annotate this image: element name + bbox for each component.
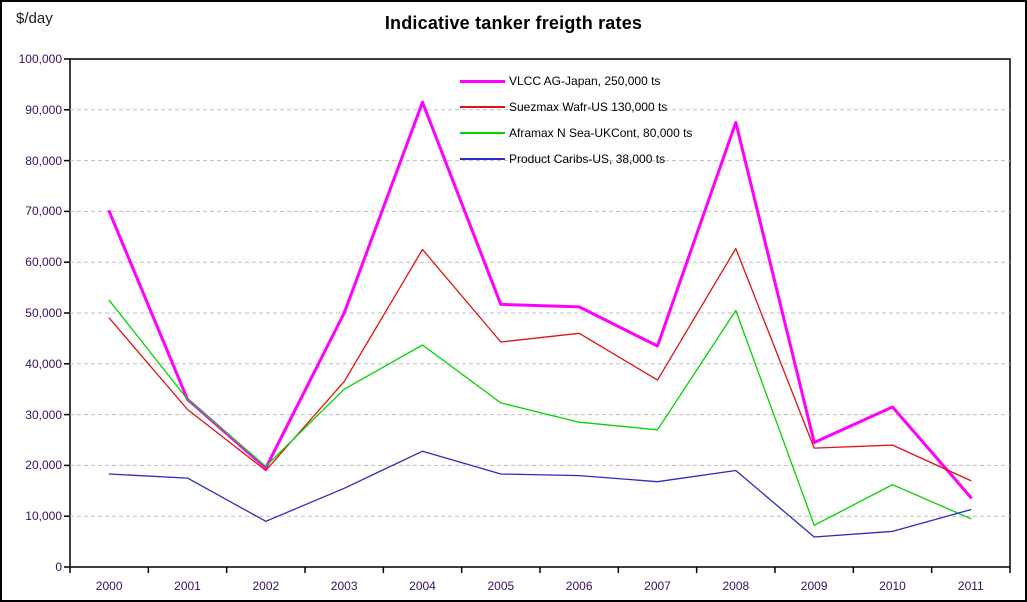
x-axis-tick-label: 2004 xyxy=(409,579,436,593)
x-axis-tick-label: 2002 xyxy=(252,579,280,593)
y-axis-tick-label: 20,000 xyxy=(25,458,62,473)
y-axis-tick-label: 50,000 xyxy=(25,306,62,320)
y-axis-tick-label: 30,000 xyxy=(25,407,62,422)
legend-label: Suezmax Wafr-US 130,000 ts xyxy=(509,100,668,114)
y-axis-tick-label: 40,000 xyxy=(25,356,62,371)
y-axis-tick-label: 60,000 xyxy=(25,255,62,270)
series-line xyxy=(107,100,973,499)
y-axis-unit-label: $/day xyxy=(16,10,53,27)
legend-label: Aframax N Sea-UKCont, 80,000 ts xyxy=(509,126,693,140)
x-axis-tick-label: 2003 xyxy=(330,579,358,593)
x-axis-tick-label: 2006 xyxy=(565,579,593,593)
legend-line-swatch xyxy=(460,132,505,134)
y-axis-tick-label: 0 xyxy=(55,560,62,574)
x-axis-tick-label: 2007 xyxy=(644,579,671,593)
legend-label: Product Caribs-US, 38,000 ts xyxy=(509,152,666,166)
legend-line-swatch xyxy=(460,106,505,108)
x-axis-tick-label: 2011 xyxy=(957,579,984,593)
y-axis-tick-label: 80,000 xyxy=(25,153,62,168)
series-line xyxy=(108,299,972,526)
series-line xyxy=(108,247,972,482)
x-axis-tick-label: 2001 xyxy=(174,579,201,593)
x-axis-tick-label: 2008 xyxy=(722,579,750,593)
chart-title: Indicative tanker freigth rates xyxy=(384,13,643,33)
legend-item: Aframax N Sea-UKCont, 80,000 ts xyxy=(460,120,692,146)
legend-line-swatch xyxy=(460,79,505,83)
legend-line-swatch xyxy=(460,158,505,160)
legend-item: VLCC AG-Japan, 250,000 ts xyxy=(460,68,692,94)
legend: VLCC AG-Japan, 250,000 ts Suezmax Wafr-US… xyxy=(460,68,692,172)
x-axis-tick-label: 2009 xyxy=(800,579,828,593)
series-line xyxy=(108,450,972,538)
y-axis-tick-label: 100,000 xyxy=(18,52,62,66)
legend-item: Product Caribs-US, 38,000 ts xyxy=(460,146,692,172)
legend-label: VLCC AG-Japan, 250,000 ts xyxy=(509,74,661,88)
legend-item: Suezmax Wafr-US 130,000 ts xyxy=(460,94,692,120)
y-axis-tick-label: 70,000 xyxy=(25,204,62,219)
y-axis-tick-label: 90,000 xyxy=(25,102,62,117)
x-axis-tick-label: 2000 xyxy=(95,579,123,593)
y-axis-tick-label: 10,000 xyxy=(25,509,62,524)
x-axis-tick-label: 2010 xyxy=(879,579,906,593)
x-axis-tick-label: 2005 xyxy=(487,579,515,593)
